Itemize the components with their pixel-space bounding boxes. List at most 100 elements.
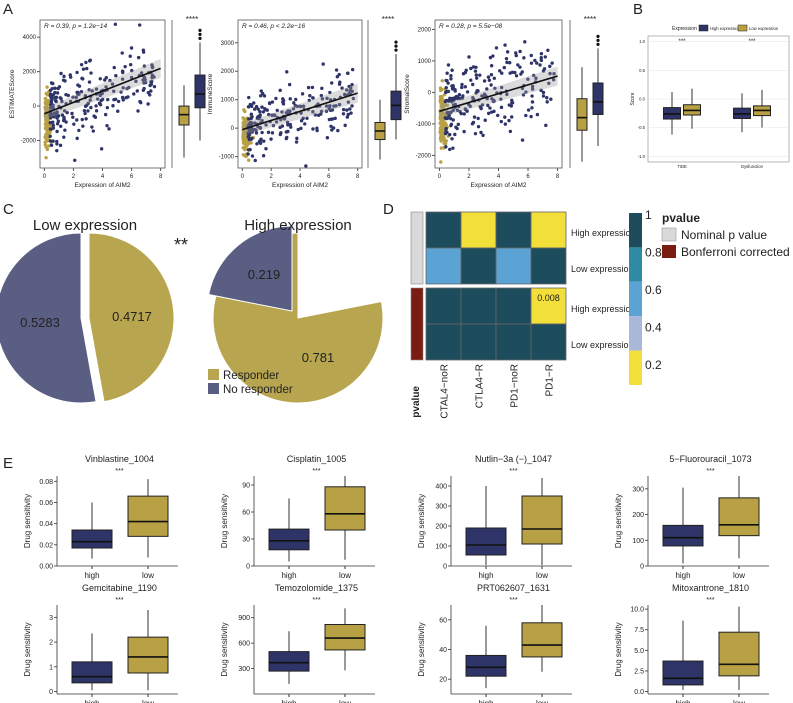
scatter-point-high: [271, 123, 276, 128]
scatter-point-high: [89, 71, 93, 75]
scatter-point-high: [48, 134, 52, 138]
scatter-point-high: [59, 96, 63, 101]
x-tick-label-high: high: [478, 699, 493, 703]
scatter-point-high: [57, 85, 62, 89]
scatter-point-high: [86, 109, 90, 113]
scatter-point-high: [481, 133, 485, 138]
scatter-point-high: [129, 46, 134, 50]
side-box-low-box: [178, 105, 190, 126]
y-axis-label: StromalScore: [404, 74, 411, 114]
y-tick-label: 60: [439, 617, 447, 624]
scatter-point-high: [550, 61, 554, 65]
scatter-point-high: [136, 55, 141, 60]
scatter-point-high: [246, 152, 250, 156]
scatter-point-high: [49, 102, 54, 107]
scatter-point-high: [524, 113, 528, 118]
scatter-point-high: [294, 140, 299, 144]
scatter-point-high: [480, 103, 485, 107]
panel-letter-a: A: [3, 1, 13, 18]
scatter-point-high: [49, 100, 54, 104]
scatter-point-high: [491, 54, 495, 58]
scatter-point-high: [455, 108, 460, 112]
scatter-point-high: [260, 130, 264, 135]
fit-line: [439, 75, 558, 113]
scatter-point-high: [530, 84, 535, 89]
scatter-point-high: [112, 89, 116, 93]
legend-swatch-high: [698, 24, 709, 32]
scatter-point-high: [62, 74, 66, 79]
outlier-point: [394, 44, 398, 48]
scatter-point-high: [523, 40, 527, 44]
scatter-point-high: [72, 122, 76, 126]
scatter-point-high: [467, 55, 471, 59]
scatter-point-high: [549, 97, 553, 101]
heatmap-cell: [495, 323, 532, 361]
scatter-point-high: [90, 89, 94, 93]
y-tick-label: 0.5: [639, 68, 645, 73]
scatter-point-high: [494, 46, 499, 50]
scatter-point-high: [459, 111, 463, 116]
y-tick-label: 4000: [23, 35, 37, 41]
scatter-point-high: [55, 116, 59, 120]
scatter-point-high: [55, 148, 59, 153]
side-box-high-box: [592, 82, 604, 115]
scatter-point-high: [489, 73, 494, 77]
scatter-point-high: [462, 112, 466, 116]
drug-panel-title: Gemcitabine_1190: [82, 583, 157, 593]
scatter-point-high: [349, 86, 353, 90]
scatter-point-high: [274, 120, 279, 124]
scatter-point-high: [50, 86, 54, 91]
scatter-point-high: [333, 116, 337, 121]
outlier-point: [596, 42, 600, 46]
scatter-point-high: [443, 131, 448, 136]
scatter-point-high: [304, 164, 308, 168]
scatter-point-high: [306, 85, 311, 90]
scatter-point-high: [280, 124, 285, 128]
scatter-point-low: [45, 147, 50, 152]
scatter-point-high: [299, 126, 303, 131]
y-tick-label: 60: [242, 510, 250, 517]
drug-panel-title: 5−Fluorouracil_1073: [669, 454, 751, 464]
scatter-point-high: [462, 129, 466, 134]
scatter-point-high: [520, 138, 525, 142]
heatmap-cell: [425, 247, 462, 285]
y-tick-label: 0: [246, 564, 250, 571]
scatter-point-low: [247, 158, 251, 162]
outlier-point: [394, 40, 398, 44]
scatter-point-high: [83, 104, 88, 108]
y-axis-label: Drug sensitivity: [23, 622, 32, 676]
scatter-point-high: [324, 104, 329, 108]
scatter-point-high: [295, 136, 299, 141]
significance-stars: ***: [312, 468, 320, 475]
scatter-point-high: [535, 112, 540, 117]
scatter-point-high: [301, 104, 306, 108]
scatter-point-high: [63, 128, 67, 132]
outlier-point: [198, 36, 202, 40]
y-tick-label: 1.0: [639, 39, 645, 44]
scatter-point-high: [510, 115, 514, 119]
scatter-point-high: [129, 75, 134, 80]
legend-swatch-low: [737, 24, 748, 32]
scatter-point-high: [447, 114, 451, 118]
scatter-point-high: [347, 91, 351, 96]
y-axis-label: Drug sensitivity: [614, 622, 623, 676]
scatter-point-high: [460, 96, 465, 100]
scatter-point-high: [84, 117, 88, 121]
scatter-point-high: [325, 136, 330, 140]
scatter-point-high: [289, 125, 293, 129]
scatter-point-high: [273, 113, 277, 117]
scatter-point-low: [438, 121, 443, 125]
y-tick-label: 20: [439, 677, 447, 684]
scatter-point-high: [453, 132, 457, 137]
scatter-point-high: [446, 89, 451, 94]
scatter-point-high: [88, 98, 92, 102]
drug-box-high-box: [662, 660, 704, 686]
scatter-point-high: [83, 111, 87, 116]
y-tick-label: 2000: [418, 27, 432, 33]
y-tick-label: 0.04: [39, 521, 53, 528]
scatter-point-high: [476, 116, 480, 121]
colorbar-segment: [629, 247, 642, 282]
heatmap-column-label: CTAL4−noR: [440, 364, 451, 419]
scatter-point-high: [464, 68, 468, 72]
drug-box-low-box: [127, 636, 169, 674]
